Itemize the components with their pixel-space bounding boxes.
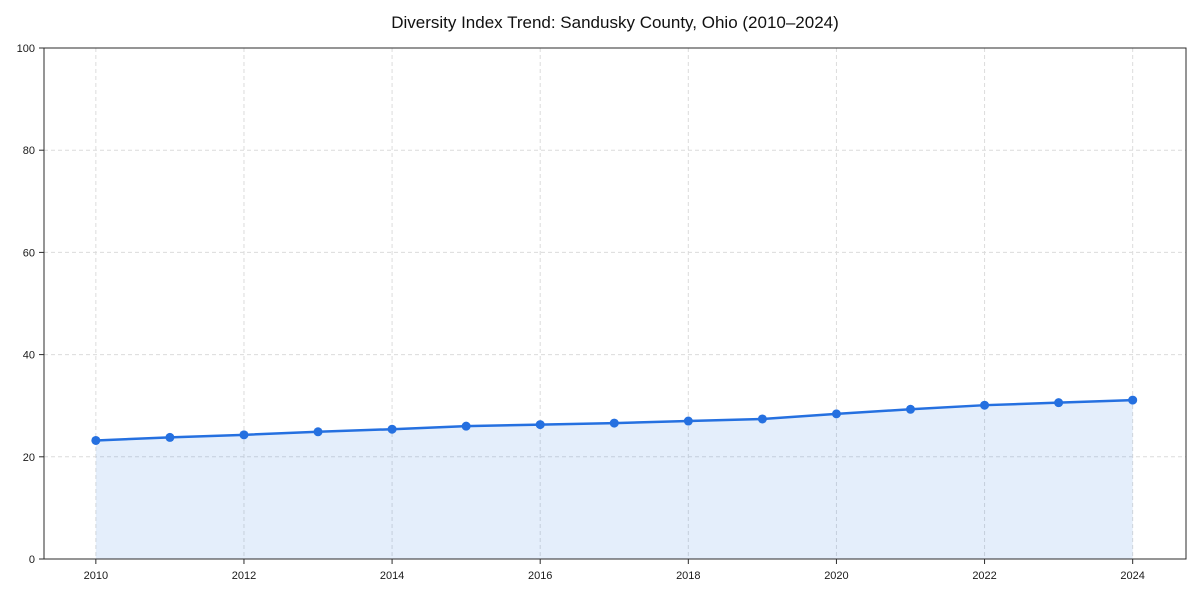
x-tick-label: 2018 <box>676 570 700 582</box>
data-point-2024 <box>1128 395 1138 405</box>
data-point-2016 <box>535 420 545 430</box>
area-fill <box>95 400 1133 559</box>
data-point-2014 <box>387 424 397 434</box>
data-point-2020 <box>831 409 841 419</box>
data-point-2015 <box>461 421 471 431</box>
data-point-2019 <box>757 414 767 424</box>
x-tick-label: 2010 <box>84 570 108 582</box>
y-tick-label: 100 <box>17 43 35 55</box>
x-tick-label: 2024 <box>1120 570 1144 582</box>
y-tick-label: 60 <box>23 247 35 259</box>
chart-title: Diversity Index Trend: Sandusky County, … <box>391 13 839 32</box>
data-point-2018 <box>683 416 693 426</box>
data-point-2012 <box>239 430 249 440</box>
x-tick-label: 2016 <box>528 570 552 582</box>
data-point-2011 <box>165 432 175 442</box>
y-tick-label: 20 <box>23 452 35 464</box>
x-tick-label: 2012 <box>232 570 256 582</box>
x-tick-label: 2022 <box>972 570 996 582</box>
data-point-2021 <box>905 404 915 414</box>
x-tick-label: 2020 <box>824 570 848 582</box>
data-point-2022 <box>980 400 990 410</box>
y-tick-label: 0 <box>29 554 35 566</box>
plot-border <box>43 47 1187 560</box>
data-point-2017 <box>609 418 619 428</box>
x-tick-label: 2014 <box>380 570 404 582</box>
data-point-2023 <box>1054 398 1064 408</box>
y-tick-label: 40 <box>23 350 35 362</box>
data-point-2010 <box>91 435 101 445</box>
y-tick-label: 80 <box>23 145 35 157</box>
data-point-2013 <box>313 427 323 437</box>
